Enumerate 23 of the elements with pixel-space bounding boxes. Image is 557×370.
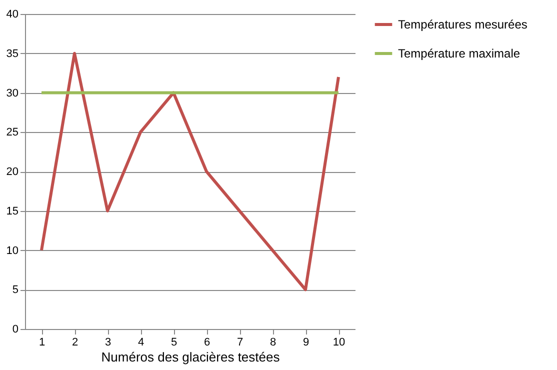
x-axis-title: Numéros des glacières testées [101, 350, 280, 364]
y-tick-label: 10 [6, 244, 18, 257]
x-tick-label: 2 [72, 336, 78, 348]
x-tick-label: 7 [236, 336, 244, 348]
y-tick-label: 40 [6, 8, 18, 20]
x-tick-label: 9 [302, 336, 310, 348]
x-tick-label: 10 [332, 336, 346, 348]
y-tick-label: 25 [6, 126, 18, 139]
x-tick-label: 8 [270, 336, 276, 348]
x-tick-label: 6 [204, 336, 210, 348]
y-tick-label: 0 [12, 324, 18, 336]
x-tick-label: 1 [38, 336, 46, 348]
line-series [40, 52, 340, 292]
legend-label: Température maximale [398, 46, 520, 60]
x-tick-label: 5 [170, 336, 178, 348]
x-tick-label: 4 [138, 336, 144, 348]
y-tick-label: 20 [6, 166, 18, 178]
y-tick-label: 30 [6, 87, 18, 100]
y-tick-label: 35 [6, 48, 18, 60]
y-tick-label: 15 [6, 205, 18, 218]
x-tick-label: 3 [104, 336, 112, 348]
legend-label: Températures mesurées [398, 18, 528, 32]
y-tick-label: 5 [12, 284, 18, 296]
